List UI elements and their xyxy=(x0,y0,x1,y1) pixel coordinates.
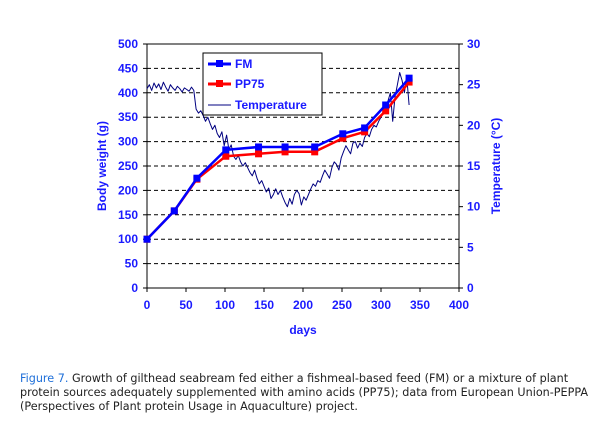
fm-marker xyxy=(311,143,319,151)
y-tick-label: 500 xyxy=(118,37,138,51)
pp75-marker xyxy=(222,152,230,160)
legend: FM PP75 Temperature xyxy=(202,52,323,116)
x-tick-label: 250 xyxy=(332,298,352,312)
pp75-marker xyxy=(255,150,263,158)
y2-tick-label: 20 xyxy=(467,118,481,132)
y2-tick-label: 10 xyxy=(467,200,481,214)
legend-pp75-label: PP75 xyxy=(235,77,265,91)
figure-caption: Figure 7. Growth of gilthead seabream fe… xyxy=(20,372,590,414)
fm-marker xyxy=(222,146,230,154)
legend-fm-marker xyxy=(216,60,223,67)
y2-tick-label: 25 xyxy=(467,78,481,92)
y2-tick-labels: 0 5 10 15 20 25 30 xyxy=(467,37,481,295)
fm-marker xyxy=(170,207,178,215)
fm-marker xyxy=(405,74,413,82)
x-tick-labels: 0 50 100 150 200 250 300 350 400 xyxy=(144,298,470,312)
fm-marker xyxy=(193,174,201,182)
x-tick-label: 150 xyxy=(254,298,274,312)
x-tick-label: 200 xyxy=(293,298,313,312)
caption-text: Growth of gilthead seabream fed either a… xyxy=(20,372,589,413)
y-tick-label: 400 xyxy=(118,86,138,100)
y-axis-label: Body weight (g) xyxy=(95,121,109,211)
fm-marker xyxy=(255,143,263,151)
x-axis-label: days xyxy=(289,323,317,337)
y2-axis-label: Temperature (°C) xyxy=(489,118,503,215)
pp75-marker xyxy=(339,134,347,142)
pp75-marker xyxy=(405,78,413,86)
y-tick-label: 350 xyxy=(118,110,138,124)
legend-pp75-marker xyxy=(216,80,223,87)
x-tick-label: 300 xyxy=(371,298,391,312)
caption-label: Figure 7. xyxy=(20,372,69,385)
pp75-marker xyxy=(361,128,369,136)
y-tick-label: 200 xyxy=(118,183,138,197)
y-tick-label: 250 xyxy=(118,159,138,173)
pp75-marker xyxy=(281,148,289,156)
y-tick-label: 150 xyxy=(118,208,138,222)
x-tick-label: 400 xyxy=(449,298,469,312)
x-tick-label: 0 xyxy=(144,298,151,312)
x-tick-label: 50 xyxy=(179,298,193,312)
y2-tick-label: 15 xyxy=(467,159,481,173)
legend-temperature-label: Temperature xyxy=(235,98,307,112)
y-tick-label: 100 xyxy=(118,232,138,246)
growth-chart: 0 50 100 150 200 250 300 350 400 050100150200250… xyxy=(95,37,503,337)
y2-tick-label: 0 xyxy=(467,281,474,295)
fm-marker xyxy=(361,124,369,132)
fm-marker xyxy=(382,101,390,109)
legend-fm-label: FM xyxy=(235,57,252,71)
fm-marker xyxy=(339,130,347,138)
pp75-marker xyxy=(382,107,390,115)
y2-tick-label: 30 xyxy=(467,37,481,51)
pp75-marker xyxy=(311,148,319,156)
y-tick-labels: 0 50 100 150 200 250 300 350 400 450 500 xyxy=(118,37,138,295)
y-tick-label: 0 xyxy=(131,281,138,295)
series-group xyxy=(143,72,413,243)
y-tick-label: 50 xyxy=(125,257,139,271)
y-tick-label: 450 xyxy=(118,61,138,75)
fm-marker xyxy=(281,143,289,151)
x-tick-label: 350 xyxy=(410,298,430,312)
y2-tick-label: 5 xyxy=(467,240,474,254)
temperature-line xyxy=(146,72,410,208)
y-tick-label: 300 xyxy=(118,135,138,149)
x-tick-label: 100 xyxy=(215,298,235,312)
fm-marker xyxy=(143,235,151,243)
